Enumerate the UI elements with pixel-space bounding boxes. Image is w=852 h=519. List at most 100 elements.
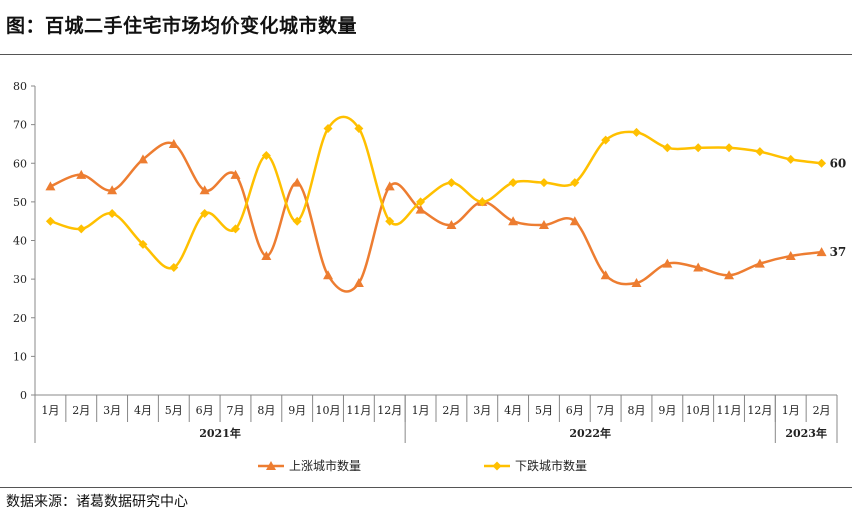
data-point xyxy=(261,151,271,161)
data-point xyxy=(508,178,518,188)
x-tick-label: 8月 xyxy=(257,404,275,417)
data-point xyxy=(569,216,580,226)
series-falling: 60 xyxy=(45,115,847,273)
x-tick-label: 12月 xyxy=(377,404,402,417)
legend-label: 上涨城市数量 xyxy=(289,458,361,473)
data-point xyxy=(508,216,519,226)
x-tick-label: 8月 xyxy=(628,404,646,417)
x-tick-label: 1月 xyxy=(782,404,800,417)
x-tick-label: 2月 xyxy=(813,404,831,417)
x-tick-label: 7月 xyxy=(227,404,245,417)
data-point xyxy=(415,204,426,214)
x-tick-label: 10月 xyxy=(686,404,711,417)
data-point xyxy=(323,123,333,133)
x-tick-label: 6月 xyxy=(196,404,214,417)
data-point xyxy=(261,250,272,260)
series-rising: 37 xyxy=(45,138,847,293)
data-point xyxy=(416,197,426,207)
data-source: 数据来源：诸葛数据研究中心 xyxy=(6,494,188,510)
x-tick-label: 9月 xyxy=(288,404,306,417)
x-tick-label: 7月 xyxy=(597,404,615,417)
legend-marker xyxy=(266,461,276,470)
data-point xyxy=(816,247,827,257)
x-tick-label: 5月 xyxy=(165,404,183,417)
data-point xyxy=(724,143,734,153)
data-point xyxy=(199,185,210,195)
source-divider xyxy=(0,487,852,488)
year-label: 2022年 xyxy=(569,426,611,440)
x-tick-label: 3月 xyxy=(103,404,121,417)
data-point xyxy=(231,224,240,234)
data-point xyxy=(754,258,765,268)
y-tick-label: 50 xyxy=(13,196,27,209)
y-tick-label: 10 xyxy=(13,350,27,363)
legend-marker xyxy=(492,461,502,471)
data-point xyxy=(632,127,641,137)
data-point xyxy=(168,138,179,148)
data-point xyxy=(693,143,703,153)
data-point xyxy=(631,277,642,287)
data-point xyxy=(354,123,364,133)
data-point xyxy=(138,239,148,249)
x-tick-label: 2月 xyxy=(442,404,460,417)
chart-legend: 上涨城市数量 下跌城市数量 xyxy=(258,458,587,473)
series-line xyxy=(49,141,822,293)
y-tick-label: 70 xyxy=(13,119,27,132)
y-tick-label: 30 xyxy=(13,273,27,286)
chart-series: 37 60 xyxy=(45,115,847,293)
x-tick-label: 2月 xyxy=(72,404,90,417)
x-tick-label: 10月 xyxy=(316,404,341,417)
chart-axes: 0 10 20 30 40 50 60 70 80 1月 2月 3月 4月 5月 6月 7月 8月 9月 10月 11… xyxy=(13,80,838,443)
data-point xyxy=(323,270,334,280)
y-tick-label: 60 xyxy=(13,157,27,170)
data-point xyxy=(76,224,86,234)
x-tick-label: 4月 xyxy=(504,404,522,417)
data-point xyxy=(785,250,796,260)
data-point xyxy=(76,169,87,179)
data-point xyxy=(446,178,456,188)
data-point xyxy=(107,208,117,218)
x-tick-label: 1月 xyxy=(41,404,59,417)
data-point xyxy=(353,277,364,287)
year-label: 2021年 xyxy=(199,426,241,440)
data-point xyxy=(45,181,56,191)
data-point xyxy=(200,208,210,218)
legend-item: 下跌城市数量 xyxy=(484,458,587,473)
x-tick-label: 6月 xyxy=(566,404,584,417)
x-tick-label: 9月 xyxy=(658,404,676,417)
x-tick-label: 3月 xyxy=(473,404,491,417)
y-tick-label: 80 xyxy=(13,80,27,93)
data-point xyxy=(693,262,704,272)
title-divider xyxy=(0,54,852,55)
legend-label: 下跌城市数量 xyxy=(515,458,587,473)
data-point xyxy=(600,270,611,280)
data-point xyxy=(786,154,796,164)
data-point xyxy=(662,143,672,153)
data-point xyxy=(107,185,118,195)
x-tick-label: 5月 xyxy=(535,404,553,417)
x-tick-label: 4月 xyxy=(134,404,152,417)
data-point xyxy=(538,220,549,230)
end-value-label: 37 xyxy=(830,245,847,259)
data-point xyxy=(169,263,179,273)
y-tick-label: 40 xyxy=(13,235,27,248)
data-point xyxy=(601,135,611,145)
data-point xyxy=(384,181,395,191)
data-point xyxy=(662,258,673,268)
data-point xyxy=(539,178,549,188)
data-point xyxy=(570,178,580,188)
data-point xyxy=(817,158,827,168)
end-value-label: 60 xyxy=(830,156,847,170)
legend-item: 上涨城市数量 xyxy=(258,458,361,473)
data-point xyxy=(385,216,395,226)
data-point xyxy=(755,147,765,157)
data-point xyxy=(137,154,148,164)
x-tick-label: 11月 xyxy=(717,404,742,417)
x-tick-label: 1月 xyxy=(412,404,430,417)
data-point xyxy=(45,216,55,226)
year-label: 2023年 xyxy=(785,426,827,440)
page-title: 图：百城二手住宅市场均价变化城市数量 xyxy=(6,15,358,37)
data-point xyxy=(230,169,241,179)
y-tick-label: 0 xyxy=(20,389,27,402)
x-tick-label: 12月 xyxy=(747,404,772,417)
